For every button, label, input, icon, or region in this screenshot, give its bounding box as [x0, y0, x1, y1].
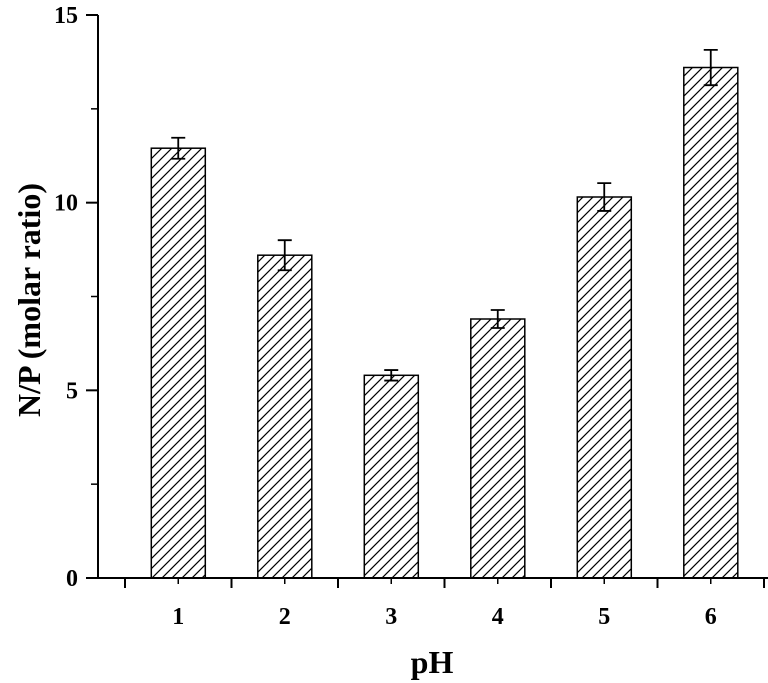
bar-6 — [683, 66, 739, 579]
error-bar-5 — [597, 182, 612, 212]
bar-3 — [363, 374, 420, 579]
bar-5 — [576, 196, 633, 579]
x-tick-label-4: 4 — [492, 604, 504, 630]
x-tick-label-2: 2 — [279, 604, 291, 630]
y-ticks-group: 0 5 10 15 — [54, 3, 98, 592]
x-tick-label-6: 6 — [705, 604, 717, 630]
x-tick-label-5: 5 — [598, 604, 610, 630]
error-bar-1 — [171, 136, 186, 160]
y-tick-label-0: 0 — [66, 566, 78, 592]
y-tick-label-10: 10 — [54, 191, 78, 217]
bar-1 — [150, 147, 207, 579]
error-bar-4 — [490, 309, 505, 329]
y-axis-title: N/P (molar ratio) — [11, 183, 47, 417]
x-tick-label-3: 3 — [385, 604, 397, 630]
x-ticks-group: 1 2 3 4 5 6 — [124, 578, 765, 630]
bars-group — [150, 66, 739, 579]
y-tick-label-5: 5 — [66, 378, 78, 404]
error-bar-2 — [277, 239, 292, 272]
error-bars-group — [171, 49, 718, 382]
error-bar-6 — [703, 49, 718, 87]
bar-4 — [470, 318, 526, 579]
bar-2 — [257, 254, 313, 579]
x-axis-title: pH — [411, 644, 454, 680]
x-tick-label-1: 1 — [172, 604, 184, 630]
plot-area — [150, 49, 739, 579]
y-tick-label-15: 15 — [54, 3, 78, 29]
error-bar-3 — [384, 369, 399, 382]
